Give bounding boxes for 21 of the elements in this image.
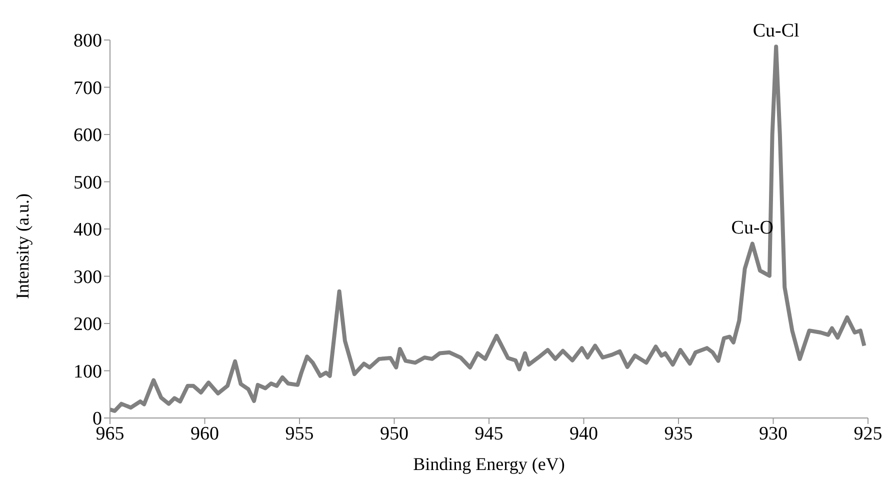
y-tick-label: 100 [74, 361, 102, 382]
x-tick-label: 945 [474, 423, 504, 444]
y-tick-label: 300 [74, 266, 102, 288]
y-tick-label: 800 [74, 30, 102, 52]
line-series [110, 44, 866, 413]
x-tick-label: 950 [380, 423, 408, 444]
x-tick-label: 960 [190, 423, 219, 444]
x-axis-title: Binding Energy (eV) [413, 454, 565, 474]
y-tick-label: 500 [74, 172, 102, 194]
annotation: Cu-Cl [752, 20, 800, 42]
y-tick-label: 200 [74, 314, 102, 336]
x-tick-label: 940 [570, 423, 598, 444]
x-tick-label: 930 [759, 423, 788, 444]
x-tick-label: 955 [285, 423, 314, 444]
y-axis-title: Intensity (a.u.) [12, 194, 32, 299]
x-tick-label: 935 [664, 423, 693, 444]
annotation: Cu-O [731, 218, 774, 239]
y-tick-label: 700 [74, 78, 102, 99]
y-tick-label: 600 [74, 125, 102, 146]
y-tick-label: 400 [74, 220, 102, 241]
x-tick-label: 925 [854, 423, 882, 444]
